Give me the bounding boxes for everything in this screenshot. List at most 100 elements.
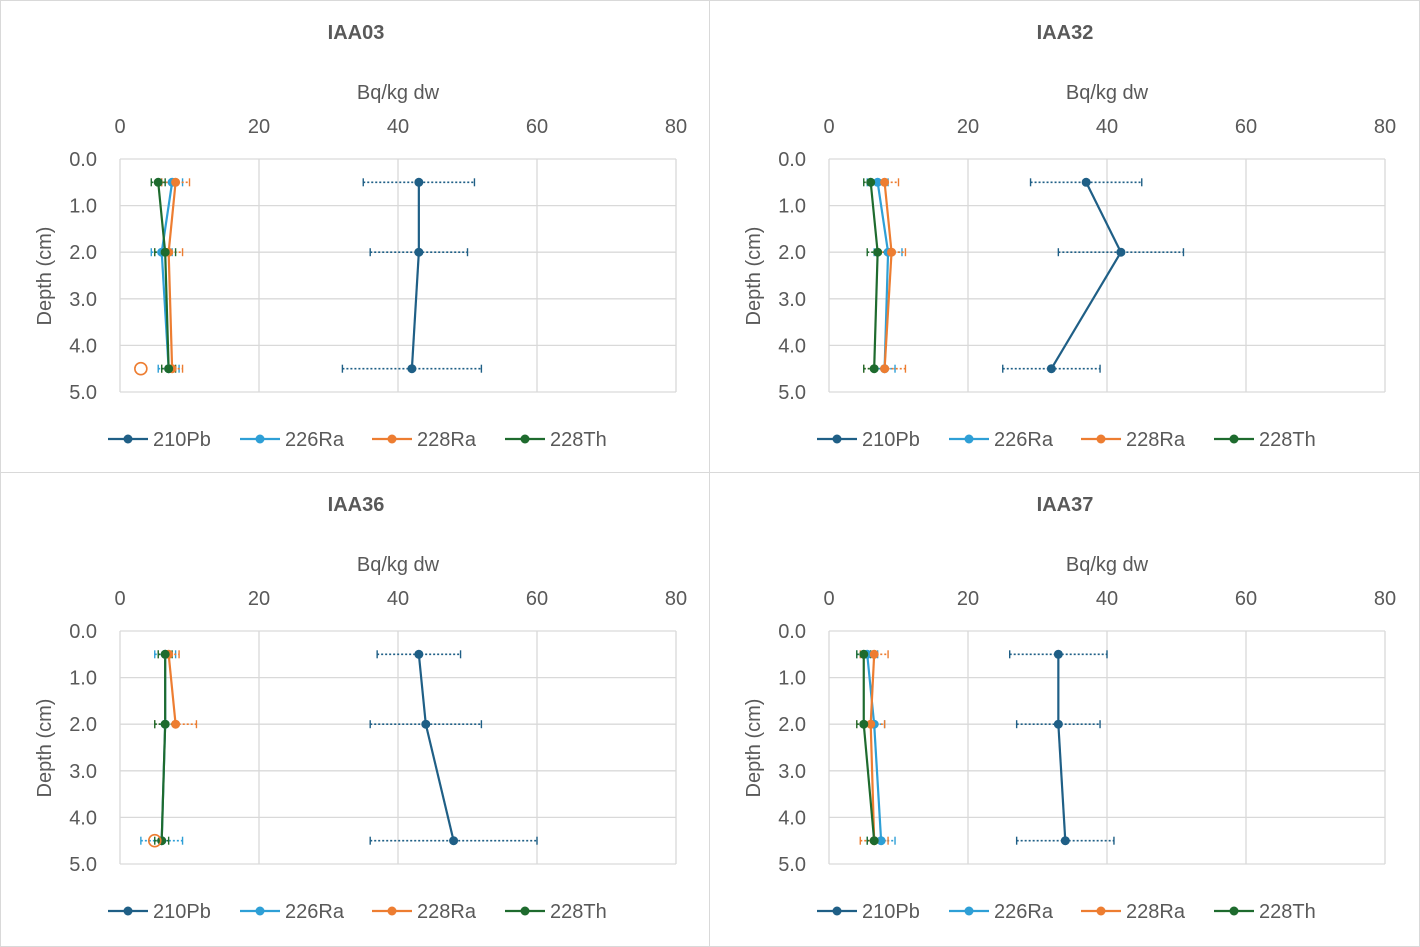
legend-marker	[123, 434, 133, 444]
series-line-segment	[1057, 724, 1067, 841]
series-line-segment	[1085, 181, 1122, 253]
x-tick-label: 0	[114, 588, 125, 610]
chart-title: IAA32	[1037, 22, 1094, 44]
chart-title: IAA36	[328, 494, 385, 516]
legend-item-228th: 228Th	[1214, 901, 1316, 923]
x-tick-label: 40	[387, 116, 409, 138]
data-point	[873, 177, 883, 187]
series-points-228th	[859, 649, 879, 846]
legend: 210Pb 226Ra 228Ra 228Th	[817, 901, 1316, 923]
y-tick-label: 4.0	[69, 807, 97, 829]
y-axis-title: Depth (cm)	[34, 699, 56, 798]
data-point	[880, 177, 890, 187]
data-point	[869, 836, 879, 846]
y-tick-label: 5.0	[778, 382, 806, 404]
x-axis-title: Bq/kg dw	[357, 554, 440, 576]
y-tick-label: 3.0	[778, 761, 806, 783]
x-tick-label: 80	[1374, 116, 1396, 138]
chart-panel-iaa37: IAA37 Bq/kg dw Depth (cm) 0 20 40 60 80 0.0 1.0 2.…	[709, 472, 1420, 947]
data-point	[414, 649, 424, 659]
y-tick-label: 0.0	[778, 149, 806, 171]
y-tick-label: 3.0	[69, 289, 97, 311]
series-210pb	[1002, 178, 1185, 373]
open-circle-point	[134, 361, 148, 376]
y-tick-label: 4.0	[778, 807, 806, 829]
open-circle-point	[147, 833, 162, 848]
series-line-segment	[157, 182, 167, 253]
data-point	[414, 177, 424, 187]
y-tick-label: 1.0	[778, 668, 806, 690]
chart-svg: IAA32 Bq/kg dw Depth (cm) 0 20 40 60 80 0.0 1.0 2.…	[743, 22, 1396, 451]
data-point	[153, 177, 163, 187]
chart-svg: IAA03 Bq/kg dw Depth (cm) 0 20 40 60 80 0.0 1.0 2.…	[34, 22, 687, 451]
legend-marker	[255, 906, 265, 916]
series-points-210pb	[414, 649, 459, 846]
legend-item-228ra: 228Ra	[372, 429, 477, 451]
data-point	[1053, 719, 1063, 729]
series-line-segment	[869, 654, 876, 725]
x-tick-label: 20	[248, 588, 270, 610]
legend-marker	[964, 434, 974, 444]
legend-label: 226Ra	[285, 901, 345, 923]
x-axis-title: Bq/kg dw	[357, 82, 440, 104]
data-point	[1046, 364, 1056, 374]
series-line-210pb	[417, 654, 455, 841]
data-point	[414, 247, 424, 257]
legend-label: 226Ra	[994, 901, 1054, 923]
legend-marker	[1096, 434, 1106, 444]
chart-panel-iaa03: IAA03 Bq/kg dw Depth (cm) 0 20 40 60 80 0.0 1.0 2.…	[0, 0, 711, 474]
chart-panel-iaa32: IAA32 Bq/kg dw Depth (cm) 0 20 40 60 80 0.0 1.0 2.…	[709, 0, 1420, 474]
legend-label: 210Pb	[862, 901, 920, 923]
legend-marker	[964, 906, 974, 916]
legend-label: 228Ra	[417, 429, 477, 451]
series-line-228th	[160, 654, 167, 841]
legend-item-226ra: 226Ra	[240, 901, 345, 923]
x-axis-title: Bq/kg dw	[1066, 82, 1149, 104]
y-tick-label: 1.0	[69, 196, 97, 218]
data-point	[1081, 177, 1091, 187]
y-axis-title: Depth (cm)	[743, 227, 765, 326]
data-point	[880, 364, 890, 374]
legend: 210Pb 226Ra 228Ra 228Th	[817, 429, 1316, 451]
y-tick-label: 0.0	[69, 621, 97, 643]
chart-svg: IAA37 Bq/kg dw Depth (cm) 0 20 40 60 80 0.0 1.0 2.…	[743, 494, 1396, 923]
data-point	[1053, 649, 1063, 659]
data-point	[859, 719, 869, 729]
x-tick-label: 60	[526, 116, 548, 138]
legend-marker	[1096, 906, 1106, 916]
data-point	[859, 649, 869, 659]
y-tick-label: 3.0	[778, 289, 806, 311]
data-point	[171, 177, 181, 187]
y-tick-label: 3.0	[69, 761, 97, 783]
x-tick-label: 20	[248, 116, 270, 138]
legend-label: 228Ra	[417, 901, 477, 923]
x-tick-label: 80	[1374, 588, 1396, 610]
series-line-210pb	[410, 182, 420, 369]
legend-marker	[832, 434, 842, 444]
legend-marker	[1229, 906, 1239, 916]
series-line-segment	[160, 724, 167, 841]
series-line-228ra	[869, 654, 876, 841]
data-point	[866, 719, 876, 729]
series-line-segment	[167, 252, 174, 369]
series-line-segment	[862, 724, 876, 841]
data-point	[421, 719, 431, 729]
series-210pb	[341, 178, 483, 373]
legend-marker	[387, 906, 397, 916]
legend-item-210pb: 210Pb	[817, 901, 920, 923]
series-points-228th	[153, 177, 174, 374]
data-point	[1060, 836, 1070, 846]
legend-label: 210Pb	[153, 901, 211, 923]
chart-svg: IAA36 Bq/kg dw Depth (cm) 0 20 40 60 80 0.0 1.0 2.…	[34, 494, 687, 923]
legend-label: 210Pb	[153, 429, 211, 451]
legend-marker	[255, 434, 265, 444]
y-tick-label: 5.0	[69, 382, 97, 404]
series-line-segment	[424, 723, 455, 841]
legend-label: 228Th	[550, 901, 607, 923]
series-line-segment	[167, 654, 177, 725]
legend-label: 226Ra	[994, 429, 1054, 451]
series-points-228ra	[880, 177, 897, 374]
legend-item-228th: 228Th	[505, 429, 607, 451]
series-line-segment	[876, 182, 890, 253]
legend-label: 228Th	[1259, 901, 1316, 923]
